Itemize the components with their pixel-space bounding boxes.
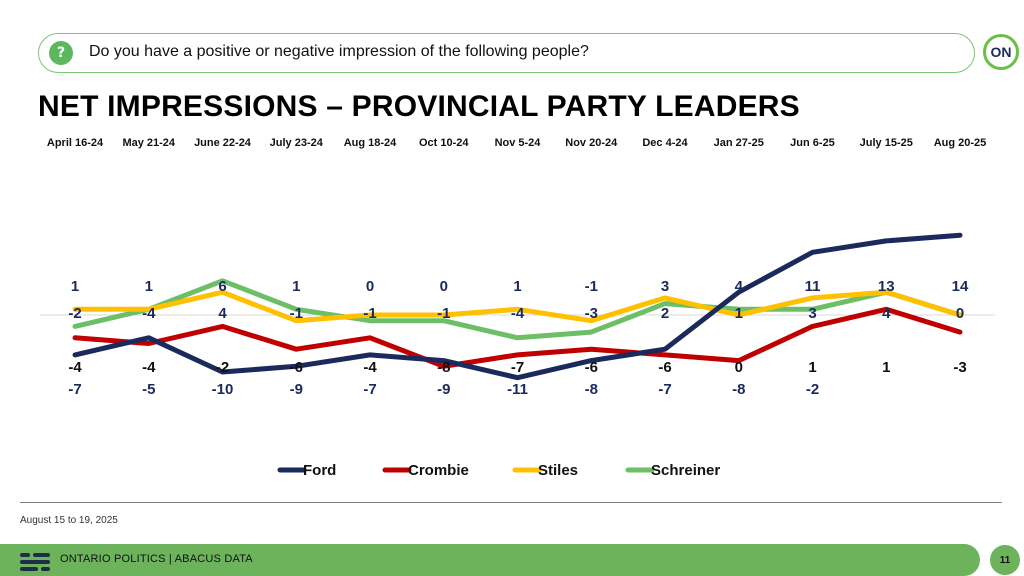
x-tick-label: Aug 20-25: [934, 137, 987, 149]
on-logo: ON: [983, 34, 1019, 70]
data-label: 1: [882, 359, 890, 376]
data-label: 4: [218, 305, 227, 322]
x-tick-label: Aug 18-24: [344, 137, 397, 149]
data-label: 0: [956, 305, 964, 322]
data-label: -3: [585, 305, 598, 322]
data-label: -1: [363, 305, 376, 322]
series-line-schreiner: [72, 278, 963, 341]
data-label: -2: [216, 359, 229, 376]
data-label: -6: [658, 359, 671, 376]
x-tick-label: June 22-24: [194, 137, 252, 149]
legend-label-crombie: Crombie: [408, 462, 469, 479]
data-label: -2: [806, 381, 819, 398]
data-label: -9: [290, 381, 303, 398]
x-tick-label: July 15-25: [860, 137, 913, 149]
series-line-crombie: [72, 306, 963, 369]
data-label: -8: [732, 381, 745, 398]
data-label: -5: [142, 381, 155, 398]
data-label: -4: [511, 305, 525, 322]
question-bar: ? Do you have a positive or negative imp…: [38, 33, 975, 73]
x-tick-label: Oct 10-24: [419, 137, 469, 149]
data-label: 1: [145, 278, 153, 295]
data-label: 3: [661, 278, 669, 295]
data-label: 0: [735, 359, 743, 376]
x-tick-label: Dec 4-24: [642, 137, 688, 149]
data-label: -8: [437, 359, 450, 376]
x-tick-label: May 21-24: [122, 137, 175, 149]
data-label: -4: [142, 305, 156, 322]
data-label: 1: [808, 359, 816, 376]
question-icon: ?: [49, 41, 73, 65]
data-label: -2: [68, 305, 81, 322]
legend-label-schreiner: Schreiner: [651, 462, 720, 479]
data-label: 0: [440, 278, 448, 295]
data-label: -7: [511, 359, 524, 376]
data-label: -10: [212, 381, 234, 398]
legend-label-stiles: Stiles: [538, 462, 578, 479]
footer-bar: ONTARIO POLITICS | ABACUS DATA: [0, 544, 980, 576]
series-line-stiles: [72, 289, 963, 324]
data-label: -1: [437, 305, 450, 322]
data-label: -3: [953, 359, 966, 376]
data-label: -7: [68, 381, 81, 398]
data-label: -7: [658, 381, 671, 398]
series-line-ford: [72, 232, 963, 381]
legend-label-ford: Ford: [303, 462, 336, 479]
data-label: 1: [513, 278, 521, 295]
data-label: -6: [585, 359, 598, 376]
footer-divider: [20, 502, 1002, 503]
page-title: NET IMPRESSIONS – PROVINCIAL PARTY LEADE…: [38, 90, 800, 123]
data-label: -11: [507, 381, 528, 398]
data-label: 1: [292, 278, 300, 295]
question-text: Do you have a positive or negative impre…: [89, 43, 589, 60]
data-label: 4: [882, 305, 891, 322]
page-number: 11: [990, 545, 1020, 575]
data-label: -1: [290, 305, 303, 322]
data-label: 6: [218, 278, 226, 295]
data-label: 1: [71, 278, 79, 295]
x-tick-label: Jan 27-25: [714, 137, 764, 149]
x-tick-label: Jun 6-25: [790, 137, 835, 149]
x-tick-label: July 23-24: [270, 137, 324, 149]
abacus-logo-icon: [20, 552, 50, 571]
data-label: -7: [363, 381, 376, 398]
line-chart: April 16-24 May 21-24 June 22-24 July 23-24…: [40, 137, 995, 479]
field-dates-note: August 15 to 19, 2025: [20, 515, 118, 526]
data-label: -4: [68, 359, 82, 376]
data-label: -6: [290, 359, 303, 376]
data-label: 2: [661, 305, 669, 322]
footer-brand: ONTARIO POLITICS | ABACUS DATA: [60, 553, 253, 565]
data-label: 1: [735, 305, 743, 322]
data-label: 3: [808, 305, 816, 322]
data-label: 14: [952, 278, 969, 295]
data-label: 11: [805, 278, 821, 295]
data-label: -9: [437, 381, 450, 398]
data-label: 13: [878, 278, 895, 295]
data-label: 0: [366, 278, 374, 295]
x-tick-label: Nov 20-24: [565, 137, 618, 149]
data-label: 4: [735, 278, 744, 295]
data-label: -1: [585, 278, 598, 295]
data-label: -4: [142, 359, 156, 376]
data-label: -8: [585, 381, 598, 398]
x-tick-label: April 16-24: [47, 137, 104, 149]
x-tick-label: Nov 5-24: [495, 137, 542, 149]
data-label: -4: [363, 359, 377, 376]
